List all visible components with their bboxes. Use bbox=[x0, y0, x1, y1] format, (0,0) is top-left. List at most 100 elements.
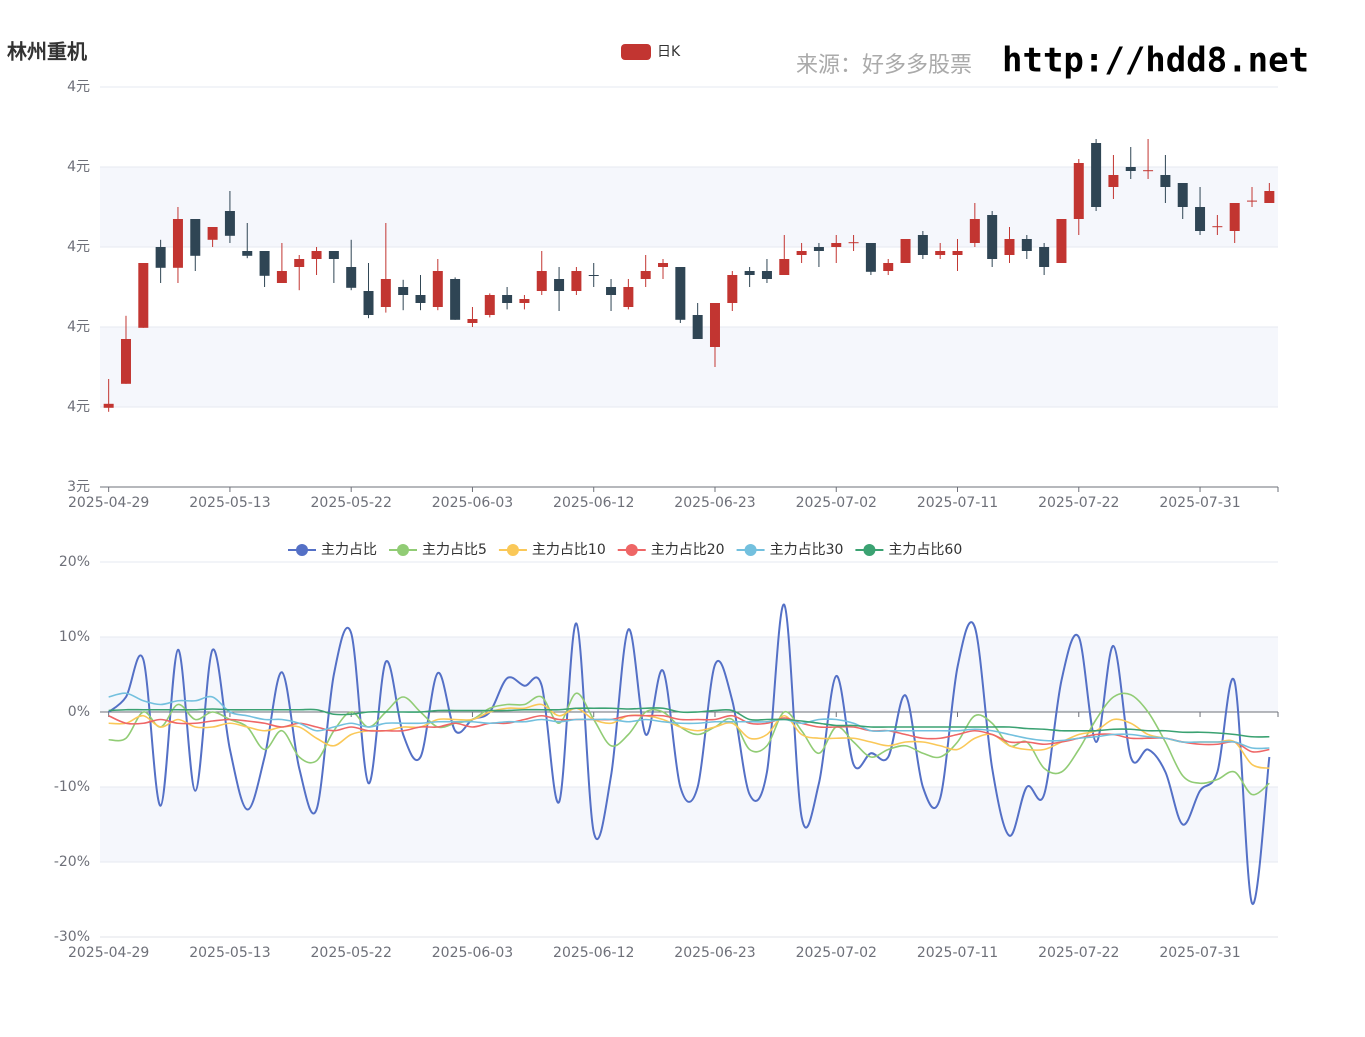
split-area bbox=[100, 167, 1278, 247]
x-tick-label: 2025-07-22 bbox=[1038, 945, 1119, 961]
y-tick-label: 0% bbox=[68, 704, 90, 720]
candle-body bbox=[1039, 247, 1050, 267]
candle-body bbox=[311, 251, 322, 259]
x-tick-label: 2025-06-12 bbox=[553, 495, 634, 511]
legend-dot bbox=[296, 544, 308, 556]
x-tick-label: 2025-07-31 bbox=[1159, 945, 1240, 961]
y-tick-label: -30% bbox=[54, 929, 90, 945]
y-tick-label: -20% bbox=[54, 854, 90, 870]
candle-body bbox=[1264, 191, 1275, 203]
candle-body bbox=[294, 259, 305, 267]
x-tick-label: 2025-05-22 bbox=[311, 495, 392, 511]
split-area bbox=[100, 787, 1278, 862]
x-tick-label: 2025-06-03 bbox=[432, 945, 513, 961]
legend-label: 主力占比30 bbox=[770, 542, 844, 558]
candle-body bbox=[744, 271, 755, 275]
candle-body bbox=[813, 247, 824, 251]
series-line bbox=[108, 703, 1270, 770]
x-tick-label: 2025-07-11 bbox=[917, 945, 998, 961]
y-tick-label: 4元 bbox=[67, 79, 90, 95]
candle-body bbox=[1195, 207, 1206, 231]
legend-dot bbox=[744, 544, 757, 556]
x-tick-label: 2025-06-12 bbox=[553, 945, 634, 961]
candle-body bbox=[675, 267, 686, 320]
candle-body bbox=[172, 219, 183, 268]
candle-body bbox=[484, 295, 495, 315]
candle-body bbox=[761, 271, 772, 279]
candle-body bbox=[380, 279, 391, 307]
candle-body bbox=[1229, 203, 1240, 231]
candle-body bbox=[276, 271, 287, 283]
candle-body bbox=[554, 279, 565, 291]
legend-dot bbox=[506, 544, 519, 556]
candle-body bbox=[519, 299, 530, 303]
candle-body bbox=[467, 319, 478, 323]
candle-body bbox=[1247, 200, 1258, 202]
split-area bbox=[100, 327, 1278, 407]
y-tick-label: -10% bbox=[54, 779, 90, 795]
candle-body bbox=[1212, 226, 1223, 228]
candle-body bbox=[709, 303, 720, 347]
legend-label: 主力占比5 bbox=[422, 542, 487, 558]
x-tick-label: 2025-05-13 bbox=[189, 495, 270, 511]
x-tick-label: 2025-06-23 bbox=[674, 945, 755, 961]
legend-dot bbox=[863, 544, 876, 556]
candle-body bbox=[1004, 239, 1015, 255]
candle-body bbox=[1143, 170, 1154, 172]
candle-body bbox=[363, 291, 374, 315]
legend-label: 主力占比 bbox=[321, 542, 377, 558]
candle-body bbox=[259, 251, 270, 276]
candle-body bbox=[1108, 175, 1119, 187]
candle-body bbox=[917, 235, 928, 255]
source-note: 来源：好多多股票 bbox=[796, 53, 972, 78]
x-tick-label: 2025-06-03 bbox=[432, 495, 513, 511]
candle-body bbox=[796, 251, 807, 255]
legend-swatch bbox=[621, 44, 651, 60]
split-area bbox=[100, 637, 1278, 712]
candle-body bbox=[606, 287, 617, 295]
chart-title: 林州重机 bbox=[7, 40, 87, 64]
legend-label: 主力占比10 bbox=[532, 542, 606, 558]
candle-body bbox=[865, 243, 876, 272]
site-url: http://hdd8.net bbox=[1002, 41, 1309, 81]
candle-body bbox=[1160, 175, 1171, 187]
series-line bbox=[108, 692, 1270, 796]
candle-body bbox=[571, 271, 582, 291]
candle-body bbox=[1091, 143, 1102, 207]
y-tick-label: 20% bbox=[59, 554, 90, 570]
y-tick-label: 4元 bbox=[67, 399, 90, 415]
candle-body bbox=[346, 267, 357, 288]
candle-body bbox=[588, 275, 599, 276]
candle-body bbox=[831, 243, 842, 247]
candle-body bbox=[848, 242, 859, 244]
candle-body bbox=[450, 279, 461, 320]
candle-body bbox=[328, 251, 339, 259]
candle-body bbox=[415, 295, 426, 303]
candle-body bbox=[398, 287, 409, 295]
legend-label: 主力占比60 bbox=[888, 542, 962, 558]
x-tick-label: 2025-07-11 bbox=[917, 495, 998, 511]
candle-body bbox=[1021, 239, 1032, 251]
x-tick-label: 2025-07-02 bbox=[796, 495, 877, 511]
legend-label: 日K bbox=[657, 44, 681, 60]
x-tick-label: 2025-04-29 bbox=[68, 945, 149, 961]
candle-body bbox=[935, 251, 946, 255]
candle-body bbox=[1073, 163, 1084, 219]
candle-body bbox=[103, 403, 114, 408]
candle-body bbox=[883, 263, 894, 271]
candle-body bbox=[224, 211, 235, 236]
candle-body bbox=[432, 271, 443, 307]
candle-body bbox=[1056, 219, 1067, 263]
candle-body bbox=[138, 263, 149, 328]
candle-body bbox=[692, 315, 703, 339]
candle-body bbox=[120, 339, 131, 384]
x-tick-label: 2025-04-29 bbox=[68, 495, 149, 511]
candle-body bbox=[779, 259, 790, 275]
candle-body bbox=[623, 287, 634, 307]
x-tick-label: 2025-05-13 bbox=[189, 945, 270, 961]
legend-label: 主力占比20 bbox=[651, 542, 725, 558]
y-tick-label: 4元 bbox=[67, 239, 90, 255]
y-tick-label: 10% bbox=[59, 629, 90, 645]
x-tick-label: 2025-07-31 bbox=[1159, 495, 1240, 511]
